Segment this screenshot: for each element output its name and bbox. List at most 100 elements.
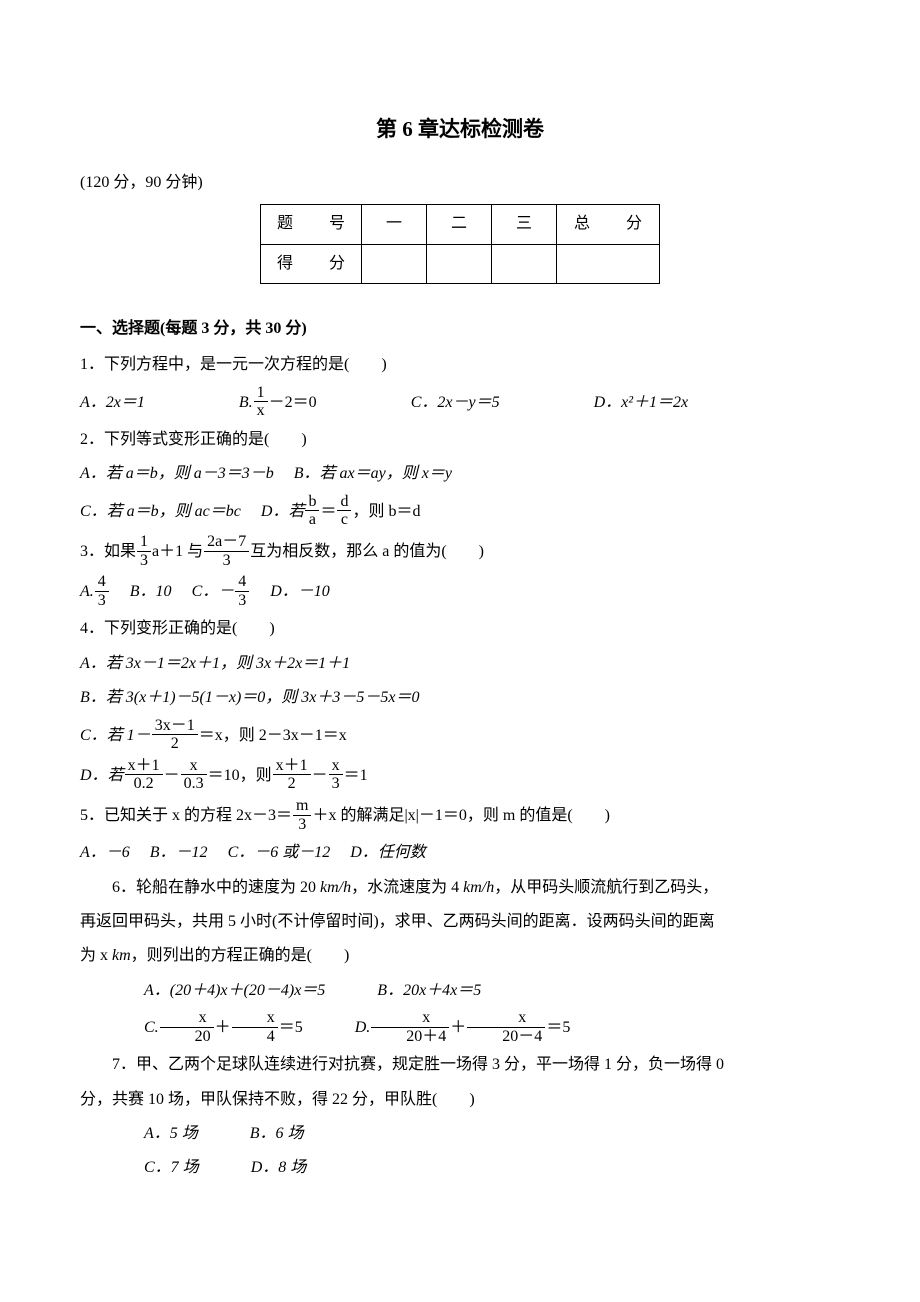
empty-cell (362, 244, 427, 283)
fraction: x3 (329, 757, 343, 793)
option-c-prefix: C．－ (192, 583, 235, 600)
fraction: 43 (95, 573, 109, 609)
fraction: x20 (160, 1009, 214, 1045)
question-1-stem: 1．下列方程中，是一元一次方程的是( ) (80, 350, 840, 380)
question-6-options-row1: A．(20＋4)x＋(20－4)x＝5 B．20x＋4x＝5 (80, 976, 840, 1006)
option-a: A．5 场 (144, 1125, 198, 1142)
unit-kmh: km/h (463, 879, 494, 896)
fraction: 2a－73 (204, 533, 249, 569)
option-b: B．若 ax＝ay，则 x＝y (294, 465, 452, 482)
score-table: 题 号 一 二 三 总 分 得 分 (260, 204, 660, 284)
fraction: ba (305, 493, 319, 529)
question-4-option-a: A．若 3x－1＝2x＋1，则 3x＋2x＝1＋1 (80, 649, 840, 679)
option-d: D．8 场 (251, 1159, 307, 1176)
question-6-line2: 再返回甲码头，共用 5 小时(不计停留时间)，求甲、乙两码头间的距离．设两码头间… (80, 907, 840, 937)
stem-suffix: ＋x 的解满足|x|－1＝0，则 m 的值是( ) (312, 807, 610, 824)
option-c-prefix: C. (144, 1019, 159, 1036)
option-a: A．－6 (80, 844, 130, 861)
option-b-suffix: －2＝0 (269, 394, 317, 411)
question-3-stem: 3．如果13a＋1 与2a－73互为相反数，那么 a 的值为( ) (80, 534, 840, 570)
option-c: C．7 场 (144, 1159, 199, 1176)
empty-cell (492, 244, 557, 283)
exam-page: 第 6 章达标检测卷 (120 分，90 分钟) 题 号 一 二 三 总 分 得… (0, 0, 920, 1302)
row-label: 得 分 (260, 244, 361, 283)
plus: ＋ (450, 1019, 466, 1036)
page-title: 第 6 章达标检测卷 (80, 110, 840, 150)
option-a: A．2x＝1 (80, 394, 145, 411)
fraction: x＋10.2 (125, 757, 163, 793)
fraction: 43 (235, 573, 249, 609)
question-6-line3: 为 x km，则列出的方程正确的是( ) (80, 941, 840, 971)
fraction: x20＋4 (371, 1009, 449, 1045)
option-b-prefix: B. (239, 394, 253, 411)
option-d: D．x²＋1＝2x (594, 394, 689, 411)
option-b: B．20x＋4x＝5 (377, 982, 481, 999)
option-d: D．任何数 (350, 844, 426, 861)
minus: － (312, 767, 328, 784)
question-7-options-row2: C．7 场 D．8 场 (80, 1153, 840, 1183)
question-4-option-d: D．若x＋10.2－x0.3＝10，则x＋12－x3＝1 (80, 758, 840, 794)
plus: ＋ (215, 1019, 231, 1036)
question-7-options-row1: A．5 场 B．6 场 (80, 1119, 840, 1149)
fraction: 3x－12 (152, 717, 198, 753)
unit-km: km (112, 947, 131, 964)
table-row: 得 分 (260, 244, 659, 283)
question-3-options: A.43 B．10 C．－43 D．－10 (80, 574, 840, 610)
question-7-line1: 7．甲、乙两个足球队连续进行对抗赛，规定胜一场得 3 分，平一场得 1 分，负一… (80, 1050, 840, 1080)
fraction: x4 (232, 1009, 278, 1045)
unit-kmh: km/h (320, 879, 351, 896)
header-cell: 三 (492, 205, 557, 244)
option-c-prefix: C．若 1－ (80, 726, 151, 743)
option-d-suffix: ＝5 (546, 1019, 570, 1036)
option-c: C．2x－y＝5 (411, 394, 500, 411)
option-d-prefix: D．若 (261, 503, 305, 520)
option-d-suffix: ＝1 (344, 767, 368, 784)
stem-mid: a＋1 与 (152, 543, 203, 560)
question-7-line2: 分，共赛 10 场，甲队保持不败，得 22 分，甲队胜( ) (80, 1085, 840, 1115)
stem-prefix: 3．如果 (80, 543, 136, 560)
option-d-suffix: ，则 b＝d (352, 503, 420, 520)
fraction: 1x (254, 384, 268, 420)
option-a-prefix: A. (80, 583, 94, 600)
question-5-stem: 5．已知关于 x 的方程 2x－3＝m3＋x 的解满足|x|－1＝0，则 m 的… (80, 798, 840, 834)
question-4-option-c: C．若 1－3x－12＝x，则 2－3x－1＝x (80, 718, 840, 754)
option-b: B．－12 (150, 844, 208, 861)
fraction: x0.3 (181, 757, 207, 793)
option-a: A．若 a＝b，则 a－3＝3－b (80, 465, 274, 482)
option-c-suffix: ＝x，则 2－3x－1＝x (199, 726, 347, 743)
option-d: D．－10 (270, 583, 330, 600)
fraction: x20－4 (467, 1009, 545, 1045)
fraction: 13 (137, 533, 151, 569)
fraction: m3 (293, 797, 311, 833)
stem-prefix: 5．已知关于 x 的方程 2x－3＝ (80, 807, 292, 824)
question-2-options-row1: A．若 a＝b，则 a－3＝3－b B．若 ax＝ay，则 x＝y (80, 459, 840, 489)
exam-info: (120 分，90 分钟) (80, 168, 840, 198)
fraction: x＋12 (273, 757, 311, 793)
option-b: B．6 场 (250, 1125, 304, 1142)
table-row: 题 号 一 二 三 总 分 (260, 205, 659, 244)
question-2-options-row2: C．若 a＝b，则 ac＝bc D．若ba＝dc，则 b＝d (80, 494, 840, 530)
question-1-options: A．2x＝1 B.1x－2＝0 C．2x－y＝5 D．x²＋1＝2x (80, 385, 840, 421)
option-a: A．(20＋4)x＋(20－4)x＝5 (144, 982, 325, 999)
minus: － (164, 767, 180, 784)
header-cell: 二 (427, 205, 492, 244)
mid: ＝10，则 (208, 767, 272, 784)
empty-cell (427, 244, 492, 283)
question-4-option-b: B．若 3(x＋1)－5(1－x)＝0，则 3x＋3－5－5x＝0 (80, 683, 840, 713)
question-5-options: A．－6 B．－12 C．－6 或－12 D．任何数 (80, 838, 840, 868)
question-4-stem: 4．下列变形正确的是( ) (80, 614, 840, 644)
eq: ＝ (320, 503, 336, 520)
section-header: 一、选择题(每题 3 分，共 30 分) (80, 314, 840, 344)
header-cell: 一 (362, 205, 427, 244)
option-c-suffix: ＝5 (279, 1019, 303, 1036)
empty-cell (557, 244, 660, 283)
question-6-line1: 6．轮船在静水中的速度为 20 km/h，水流速度为 4 km/h，从甲码头顺流… (80, 873, 840, 903)
option-d-prefix: D．若 (80, 767, 124, 784)
question-2-stem: 2．下列等式变形正确的是( ) (80, 425, 840, 455)
option-b: B．10 (130, 583, 172, 600)
option-c: C．若 a＝b，则 ac＝bc (80, 503, 241, 520)
option-c: C．－6 或－12 (228, 844, 331, 861)
header-cell: 题 号 (260, 205, 361, 244)
stem-suffix: 互为相反数，那么 a 的值为( ) (250, 543, 484, 560)
option-d-prefix: D. (355, 1019, 371, 1036)
